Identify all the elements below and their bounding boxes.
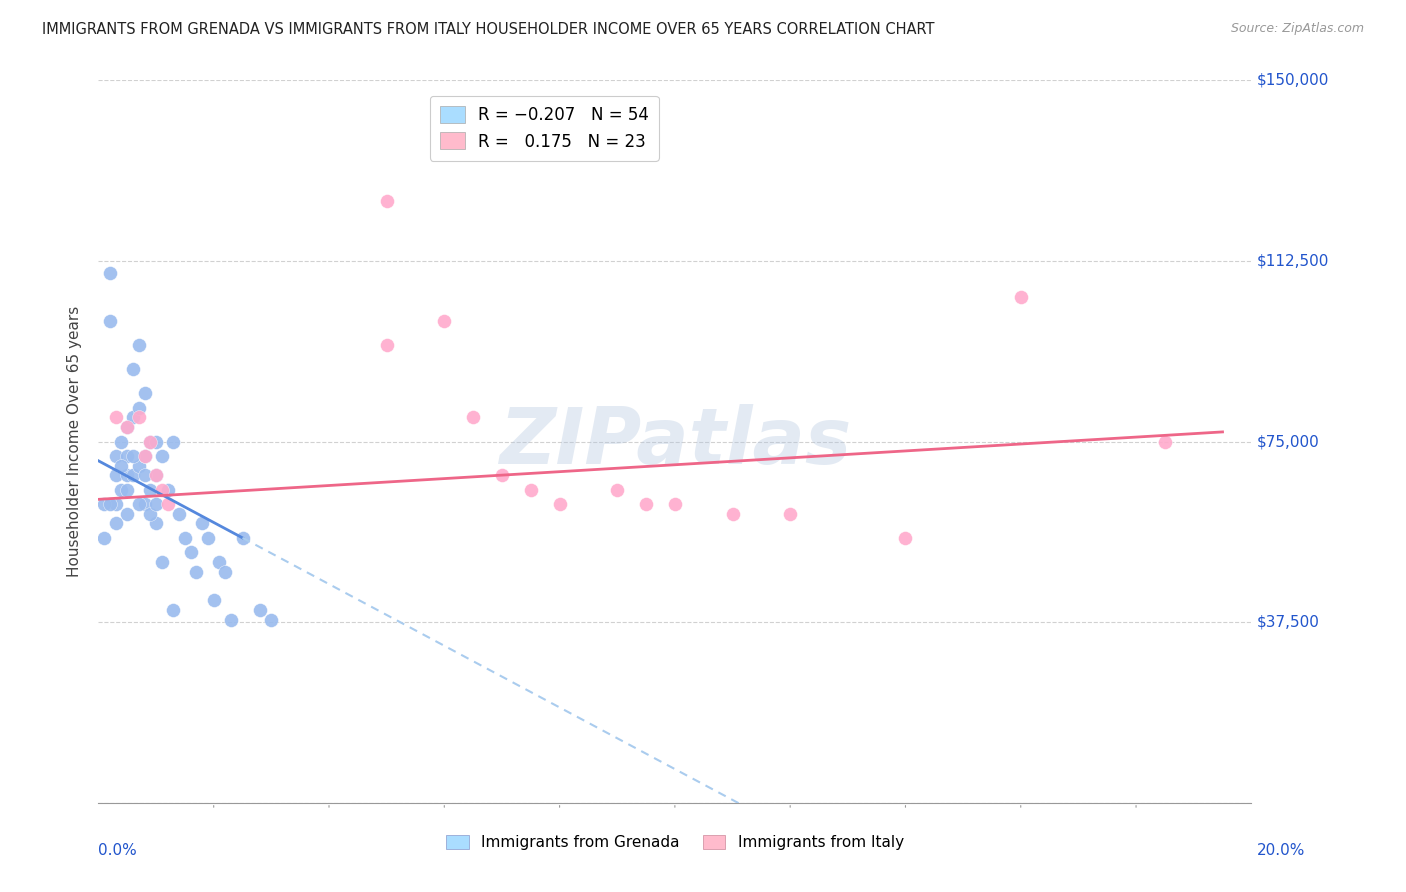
Point xyxy=(145,516,167,531)
Text: $150,000: $150,000 xyxy=(1257,73,1330,87)
Point xyxy=(128,401,150,415)
Point xyxy=(98,497,121,511)
Point xyxy=(520,483,543,497)
Point xyxy=(174,531,197,545)
Point xyxy=(134,468,156,483)
Point xyxy=(139,483,162,497)
Point xyxy=(208,555,231,569)
Point xyxy=(117,483,139,497)
Point xyxy=(260,613,283,627)
Point xyxy=(110,458,132,473)
Text: 20.0%: 20.0% xyxy=(1257,843,1306,857)
Point xyxy=(167,507,190,521)
Text: $112,500: $112,500 xyxy=(1257,253,1330,268)
Point xyxy=(214,565,236,579)
Point xyxy=(145,497,167,511)
Point xyxy=(664,497,686,511)
Point xyxy=(93,531,115,545)
Point xyxy=(461,410,484,425)
Point xyxy=(134,449,156,463)
Point xyxy=(98,266,121,280)
Point xyxy=(134,386,156,401)
Point xyxy=(721,507,744,521)
Point xyxy=(548,497,571,511)
Point xyxy=(186,565,208,579)
Point xyxy=(375,194,398,208)
Point xyxy=(145,434,167,449)
Point xyxy=(122,468,145,483)
Point xyxy=(117,420,139,434)
Point xyxy=(134,449,156,463)
Point xyxy=(134,497,156,511)
Point xyxy=(110,434,132,449)
Point xyxy=(1154,434,1177,449)
Point xyxy=(104,468,127,483)
Point xyxy=(139,507,162,521)
Point xyxy=(491,468,513,483)
Point xyxy=(117,507,139,521)
Point xyxy=(145,468,167,483)
Point xyxy=(104,449,127,463)
Point xyxy=(122,362,145,376)
Point xyxy=(162,603,184,617)
Point xyxy=(110,483,132,497)
Point xyxy=(104,516,127,531)
Point xyxy=(180,545,202,559)
Point xyxy=(779,507,801,521)
Point xyxy=(894,531,917,545)
Text: $37,500: $37,500 xyxy=(1257,615,1320,630)
Point xyxy=(122,449,145,463)
Point xyxy=(145,468,167,483)
Point xyxy=(375,338,398,352)
Legend: Immigrants from Grenada, Immigrants from Italy: Immigrants from Grenada, Immigrants from… xyxy=(440,830,910,856)
Text: $75,000: $75,000 xyxy=(1257,434,1320,449)
Point xyxy=(606,483,628,497)
Text: 0.0%: 0.0% xyxy=(98,843,138,857)
Text: Source: ZipAtlas.com: Source: ZipAtlas.com xyxy=(1230,22,1364,36)
Point xyxy=(128,338,150,352)
Point xyxy=(231,531,254,545)
Point xyxy=(150,555,173,569)
Point xyxy=(104,410,127,425)
Point xyxy=(150,449,173,463)
Point xyxy=(139,434,162,449)
Point xyxy=(128,458,150,473)
Point xyxy=(128,410,150,425)
Point xyxy=(156,483,179,497)
Point xyxy=(122,410,145,425)
Point xyxy=(197,531,219,545)
Point xyxy=(636,497,658,511)
Point xyxy=(191,516,214,531)
Point xyxy=(98,314,121,328)
Point xyxy=(156,497,179,511)
Text: IMMIGRANTS FROM GRENADA VS IMMIGRANTS FROM ITALY HOUSEHOLDER INCOME OVER 65 YEAR: IMMIGRANTS FROM GRENADA VS IMMIGRANTS FR… xyxy=(42,22,935,37)
Point xyxy=(117,420,139,434)
Point xyxy=(104,497,127,511)
Point xyxy=(117,468,139,483)
Point xyxy=(202,593,225,607)
Point xyxy=(117,449,139,463)
Point xyxy=(150,483,173,497)
Text: ZIPatlas: ZIPatlas xyxy=(499,403,851,480)
Point xyxy=(249,603,271,617)
Y-axis label: Householder Income Over 65 years: Householder Income Over 65 years xyxy=(67,306,83,577)
Point xyxy=(139,434,162,449)
Point xyxy=(433,314,456,328)
Point xyxy=(128,497,150,511)
Point xyxy=(162,434,184,449)
Point xyxy=(219,613,242,627)
Point xyxy=(93,497,115,511)
Point xyxy=(1010,290,1032,304)
